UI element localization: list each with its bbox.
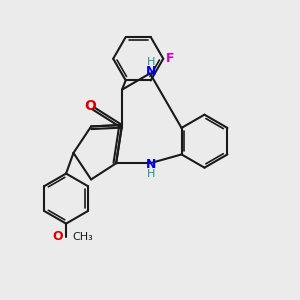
- Text: F: F: [166, 52, 174, 65]
- Text: N: N: [146, 65, 157, 79]
- Text: O: O: [52, 230, 62, 243]
- Text: O: O: [84, 99, 96, 113]
- Text: CH₃: CH₃: [73, 232, 93, 242]
- Text: N: N: [146, 158, 157, 171]
- Text: H: H: [147, 57, 156, 67]
- Text: H: H: [147, 169, 156, 179]
